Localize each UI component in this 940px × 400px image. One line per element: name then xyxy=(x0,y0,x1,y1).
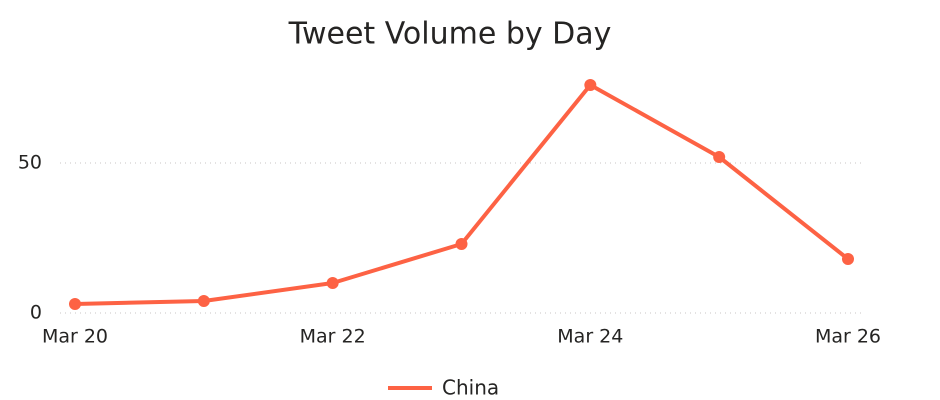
point xyxy=(455,238,468,250)
y-tick-label: 50 xyxy=(18,152,42,174)
series-line xyxy=(74,83,850,306)
point xyxy=(326,277,339,289)
x-tick-label: Mar 20 xyxy=(42,326,108,348)
legend-label: China xyxy=(442,376,499,400)
chart-title: Tweet Volume by Day xyxy=(288,17,612,52)
x-tick-label: Mar 22 xyxy=(300,326,366,348)
x-tick-label: Mar 26 xyxy=(815,326,881,348)
y-tick-label: 0 xyxy=(30,302,42,324)
point xyxy=(584,79,597,91)
point xyxy=(69,298,81,310)
point xyxy=(713,151,726,163)
x-tick-label: Mar 24 xyxy=(557,326,623,348)
point xyxy=(842,253,854,265)
point xyxy=(197,295,210,307)
